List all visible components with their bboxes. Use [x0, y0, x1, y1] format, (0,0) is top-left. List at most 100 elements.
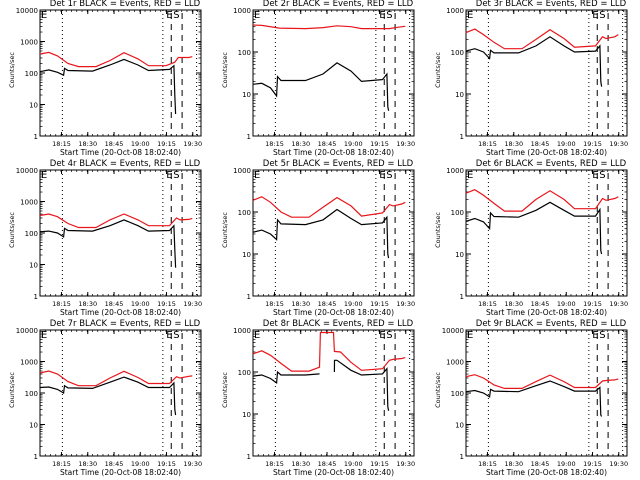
panel-plot: 1 10 100 1000 18:15 18:30 18:45 19:00 19:15 19:30…: [233, 167, 415, 308]
y-tick-label: 1: [247, 133, 251, 141]
y-tick-label: 10: [29, 262, 38, 270]
panel-title: Det 7r BLACK = Events, RED = LLD: [49, 319, 201, 329]
panel-plot: 1 10 100 1000 10000 18:15 18:30 18:45 19:00 19:15…: [16, 7, 202, 148]
detector-panel-4: 1 10 100 1000 10000 18:15 18:30 18:45 19:00 19:15…: [0, 159, 213, 320]
lld-series-line: [39, 370, 193, 387]
x-axis-label: Start Time (20-Oct-08 18:02:40): [485, 148, 608, 157]
x-tick-label: 19:15: [157, 460, 176, 468]
y-tick-label: 10: [242, 91, 251, 99]
events-series-line: [465, 201, 603, 255]
y-tick-label: 100: [451, 49, 464, 57]
lld-series-line: [465, 28, 619, 50]
y-tick-label: 100: [238, 49, 251, 57]
panel-plot: 1 10 100 1000 10000 18:15 18:30 18:45 19:00 19:15…: [16, 327, 202, 468]
x-tick-label: 19:30: [609, 140, 628, 148]
annotation-E: E: [592, 330, 598, 341]
x-tick-label: 19:00: [557, 300, 576, 308]
panel-title: Det 5r BLACK = Events, RED = LLD: [262, 159, 414, 169]
x-tick-label: 19:15: [583, 300, 602, 308]
y-tick-label: 1000: [20, 359, 38, 367]
x-tick-label: 19:30: [183, 140, 202, 148]
detector-panel-6: 1 10 100 1000 18:15 18:30 18:45 19:00 19:15 19:30…: [426, 159, 639, 320]
annotation-E: E: [254, 170, 260, 181]
y-tick-label: 10000: [16, 327, 38, 335]
x-axis-label: Start Time (20-Oct-08 18:02:40): [485, 468, 608, 477]
annotation-S: S: [386, 170, 392, 181]
panel-title: Det 9r BLACK = Events, RED = LLD: [475, 319, 627, 329]
x-tick-label: 18:30: [504, 460, 523, 468]
lld-series-line: [252, 196, 406, 218]
x-tick-label: 19:15: [370, 460, 389, 468]
y-tick-label: 1: [247, 453, 251, 461]
panel-title: Det 2r BLACK = Events, RED = LLD: [262, 0, 414, 9]
annotation-E: E: [592, 10, 598, 21]
annotation-E: E: [254, 10, 260, 21]
y-tick-label: 1: [34, 293, 38, 301]
events-series-line: [252, 359, 390, 411]
annotation-E: E: [41, 10, 47, 21]
x-tick-label: 19:00: [131, 140, 150, 148]
y-tick-label: 1: [247, 293, 251, 301]
x-tick-label: 19:30: [396, 300, 415, 308]
plot-frame: [465, 169, 628, 297]
annotation-S: S: [599, 170, 605, 181]
x-tick-label: 19:30: [183, 300, 202, 308]
x-tick-label: 19:30: [396, 460, 415, 468]
annotation-E: E: [166, 330, 172, 341]
annotation-S: S: [599, 330, 605, 341]
y-tick-label: 10: [29, 422, 38, 430]
x-tick-label: 18:15: [478, 140, 497, 148]
lld-series-line: [39, 213, 193, 229]
y-tick-label: 1000: [233, 7, 251, 15]
y-tick-label: 10: [29, 102, 38, 110]
panel-title: Det 1r BLACK = Events, RED = LLD: [49, 0, 201, 9]
x-axis-label: Start Time (20-Oct-08 18:02:40): [59, 468, 182, 477]
x-tick-label: 19:30: [183, 460, 202, 468]
annotation-E: E: [166, 10, 172, 21]
x-axis-label: Start Time (20-Oct-08 18:02:40): [485, 308, 608, 317]
x-tick-label: 19:30: [396, 140, 415, 148]
x-tick-label: 18:15: [265, 300, 284, 308]
detector-panel-9: 1 10 100 1000 10000 18:15 18:30 18:45 19:00 19:15…: [426, 319, 639, 480]
y-tick-label: 10000: [16, 7, 38, 15]
x-tick-label: 18:45: [318, 460, 337, 468]
y-tick-label: 1: [34, 133, 38, 141]
plot-frame: [465, 9, 628, 137]
x-tick-label: 18:15: [478, 460, 497, 468]
x-tick-label: 18:30: [78, 460, 97, 468]
annotation-E: E: [467, 10, 473, 21]
y-axis-label: Counts/sec: [434, 372, 442, 408]
y-tick-label: 100: [25, 390, 38, 398]
panel-title: Det 4r BLACK = Events, RED = LLD: [49, 159, 201, 169]
events-series-line: [252, 62, 390, 111]
y-tick-label: 10000: [442, 327, 464, 335]
annotation-E: E: [166, 170, 172, 181]
detector-panel-8: 1 10 100 1000 18:15 18:30 18:45 19:00 19:15 19:30…: [213, 319, 426, 480]
x-tick-label: 18:45: [318, 140, 337, 148]
panel-plot: 1 10 100 1000 18:15 18:30 18:45 19:00 19:15 19:30…: [233, 327, 415, 468]
y-tick-label: 10: [455, 91, 464, 99]
x-tick-label: 18:30: [504, 300, 523, 308]
detector-panel-3: 1 10 100 1000 18:15 18:30 18:45 19:00 19:15 19:30…: [426, 0, 639, 160]
panel-plot: 1 10 100 1000 10000 18:15 18:30 18:45 19:00 19:15…: [16, 167, 202, 308]
panel-plot: 1 10 100 1000 18:15 18:30 18:45 19:00 19:15 19:30…: [446, 7, 628, 148]
x-tick-label: 18:45: [531, 140, 550, 148]
x-tick-label: 19:00: [344, 460, 363, 468]
x-tick-label: 18:15: [478, 300, 497, 308]
lld-series-line: [252, 331, 406, 372]
x-tick-label: 19:15: [370, 140, 389, 148]
events-series-line: [39, 58, 177, 115]
y-tick-label: 100: [25, 230, 38, 238]
events-series-line: [39, 376, 177, 416]
x-tick-label: 18:15: [265, 140, 284, 148]
detector-panel-2: 1 10 100 1000 18:15 18:30 18:45 19:00 19:15 19:30…: [213, 0, 426, 160]
x-tick-label: 18:15: [52, 300, 71, 308]
detector-panel-7: 1 10 100 1000 10000 18:15 18:30 18:45 19:00 19:15…: [0, 319, 213, 480]
x-tick-label: 18:45: [105, 460, 124, 468]
lld-series-line: [465, 189, 619, 212]
y-tick-label: 1000: [446, 359, 464, 367]
x-axis-label: Start Time (20-Oct-08 18:02:40): [272, 308, 395, 317]
panel-title: Det 8r BLACK = Events, RED = LLD: [262, 319, 414, 329]
lld-series-line: [465, 374, 619, 389]
panel-plot: 1 10 100 1000 18:15 18:30 18:45 19:00 19:15 19:30…: [233, 7, 415, 148]
